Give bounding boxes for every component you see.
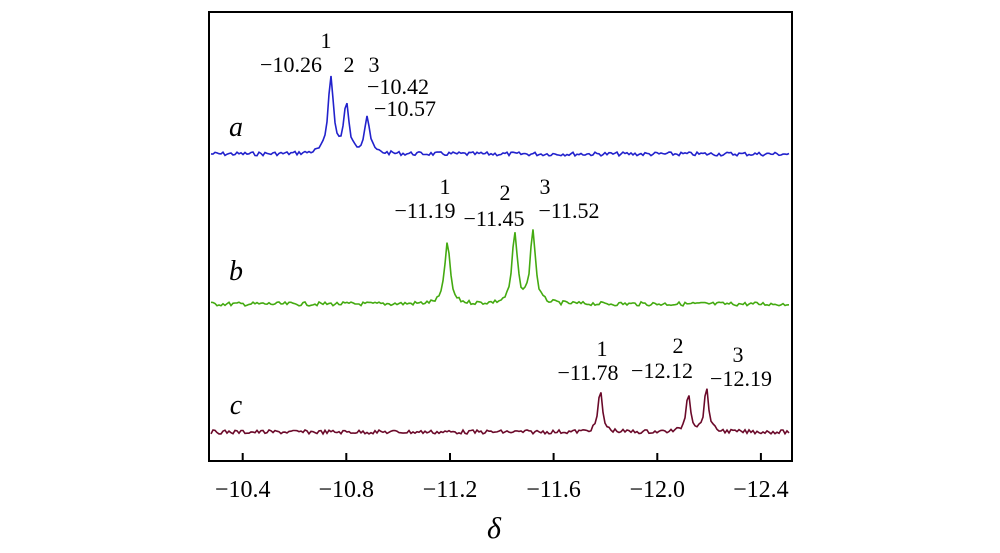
peak-value-label: −12.19: [710, 366, 772, 391]
peak-value-label: −10.26: [260, 52, 322, 77]
peak-number: 2: [673, 333, 684, 358]
peak-number: 1: [597, 336, 608, 361]
trace-b-line: [210, 229, 790, 307]
peak-number: 3: [540, 174, 551, 199]
peak-number: 3: [733, 342, 744, 367]
trace-c-line: [210, 388, 790, 436]
peak-number: 1: [440, 174, 451, 199]
peak-number: 2: [500, 180, 511, 205]
x-tick-label: −11.6: [526, 477, 581, 503]
peak-value-label: −12.12: [631, 358, 693, 383]
x-tick-label: −11.2: [423, 477, 478, 503]
trace-a-label: a: [229, 112, 243, 143]
x-axis-ticks: −10.4 −10.8 −11.2 −11.6 −12.0 −12.4: [215, 453, 789, 503]
trace-a-line: [210, 75, 790, 158]
x-tick-label: −12.0: [630, 477, 686, 503]
peak-annotations: 1−10.26 2−10.423−10.571−11.192−11.453−11.…: [260, 28, 772, 391]
peak-value-label: −10.57: [374, 96, 436, 121]
peak-number: 1: [321, 28, 332, 53]
x-tick-label: −10.8: [319, 477, 375, 503]
peak-value-label: −10.42: [367, 74, 429, 99]
trace-b-label: b: [229, 256, 243, 287]
peak-number: 2: [344, 52, 355, 77]
spectrum-traces: [210, 75, 790, 436]
peak-number: 3: [369, 52, 380, 77]
trace-labels: a b c: [229, 112, 243, 421]
plot-frame: [208, 11, 793, 462]
x-tick-label: −12.4: [733, 477, 789, 503]
x-tick-label: −10.4: [215, 477, 271, 503]
peak-value-label: −11.52: [538, 198, 599, 223]
peak-value-label: −11.78: [557, 360, 618, 385]
peak-value-label: −11.19: [394, 198, 455, 223]
trace-c-label: c: [230, 390, 243, 421]
peak-value-label: −11.45: [463, 206, 524, 231]
x-axis-label: δ: [487, 512, 502, 545]
